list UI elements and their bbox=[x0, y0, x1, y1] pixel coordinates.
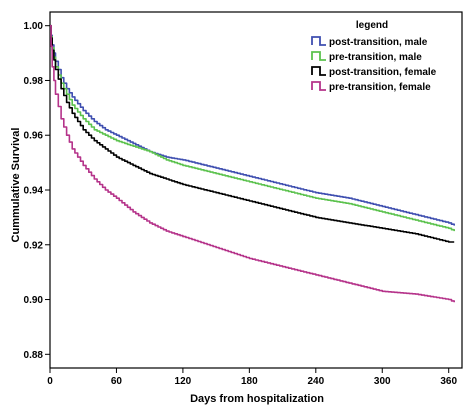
y-tick-label: 0.90 bbox=[24, 295, 44, 306]
legend-swatch bbox=[311, 66, 326, 76]
x-tick-label: 120 bbox=[175, 376, 192, 387]
series-line-2 bbox=[50, 24, 455, 232]
x-tick-label: 300 bbox=[374, 376, 391, 387]
y-tick-label: 1.00 bbox=[24, 21, 44, 32]
y-axis: 0.88 0.90 0.92 0.94 0.96 0.98 1.00 bbox=[24, 21, 50, 361]
y-tick-label: 0.88 bbox=[24, 350, 44, 361]
x-axis-title: Days from hospitalization bbox=[190, 393, 324, 405]
y-axis-title: Cummulative Survival bbox=[10, 128, 22, 243]
series-layer bbox=[50, 24, 455, 303]
series-line-1 bbox=[50, 24, 455, 226]
legend-swatch bbox=[311, 36, 326, 46]
x-tick-label: 0 bbox=[47, 376, 53, 387]
series-line-3 bbox=[50, 24, 455, 243]
legend-swatch bbox=[311, 81, 326, 91]
plot-frame bbox=[49, 11, 463, 369]
legend-label: pre-transition, male bbox=[329, 52, 422, 63]
legend-label: post-transition, male bbox=[329, 37, 428, 48]
x-tick-label: 60 bbox=[111, 376, 123, 387]
y-tick-label: 0.96 bbox=[24, 131, 44, 142]
y-tick-label: 0.92 bbox=[24, 240, 44, 251]
legend: legend post-transition, male pre-transiti… bbox=[311, 20, 437, 93]
x-axis: 0 60 120 180 240 300 360 bbox=[47, 368, 457, 387]
legend-label: post-transition, female bbox=[329, 67, 437, 78]
plot-border bbox=[49, 11, 463, 369]
legend-label: pre-transition, female bbox=[329, 82, 431, 93]
legend-title: legend bbox=[356, 20, 388, 31]
x-tick-label: 180 bbox=[241, 376, 258, 387]
series-line-4 bbox=[50, 24, 455, 303]
y-tick-label: 0.94 bbox=[24, 186, 44, 197]
y-tick-label: 0.98 bbox=[24, 76, 44, 87]
x-tick-label: 360 bbox=[440, 376, 457, 387]
x-tick-label: 240 bbox=[307, 376, 324, 387]
legend-swatch bbox=[311, 51, 326, 61]
